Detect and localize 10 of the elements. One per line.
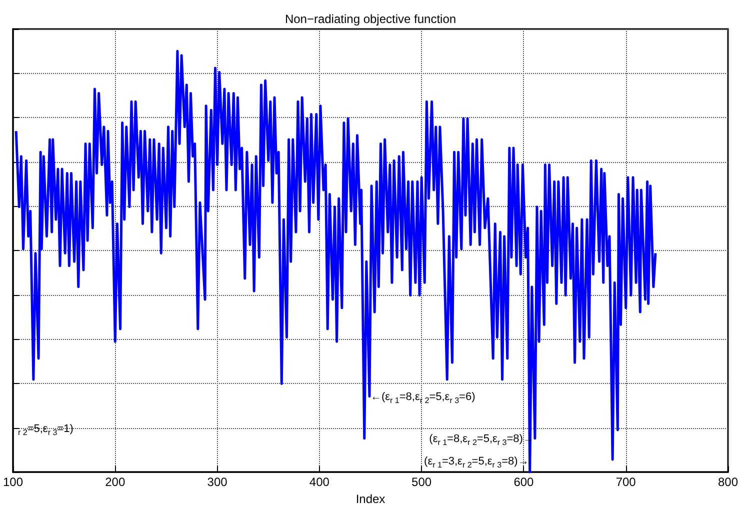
x-tick-label: 100 — [2, 475, 24, 490]
x-tick-label: 200 — [105, 475, 126, 490]
x-axis-title: Index — [356, 492, 386, 506]
chart-title: Non−radiating objective function — [284, 12, 456, 26]
x-tick-label: 300 — [207, 475, 228, 490]
x-tick-label: 400 — [309, 475, 330, 490]
x-tick-label: 800 — [718, 475, 738, 490]
x-tick-label: 500 — [412, 475, 432, 490]
x-tick-label: 600 — [514, 475, 534, 490]
x-tick-label: 700 — [616, 475, 636, 490]
